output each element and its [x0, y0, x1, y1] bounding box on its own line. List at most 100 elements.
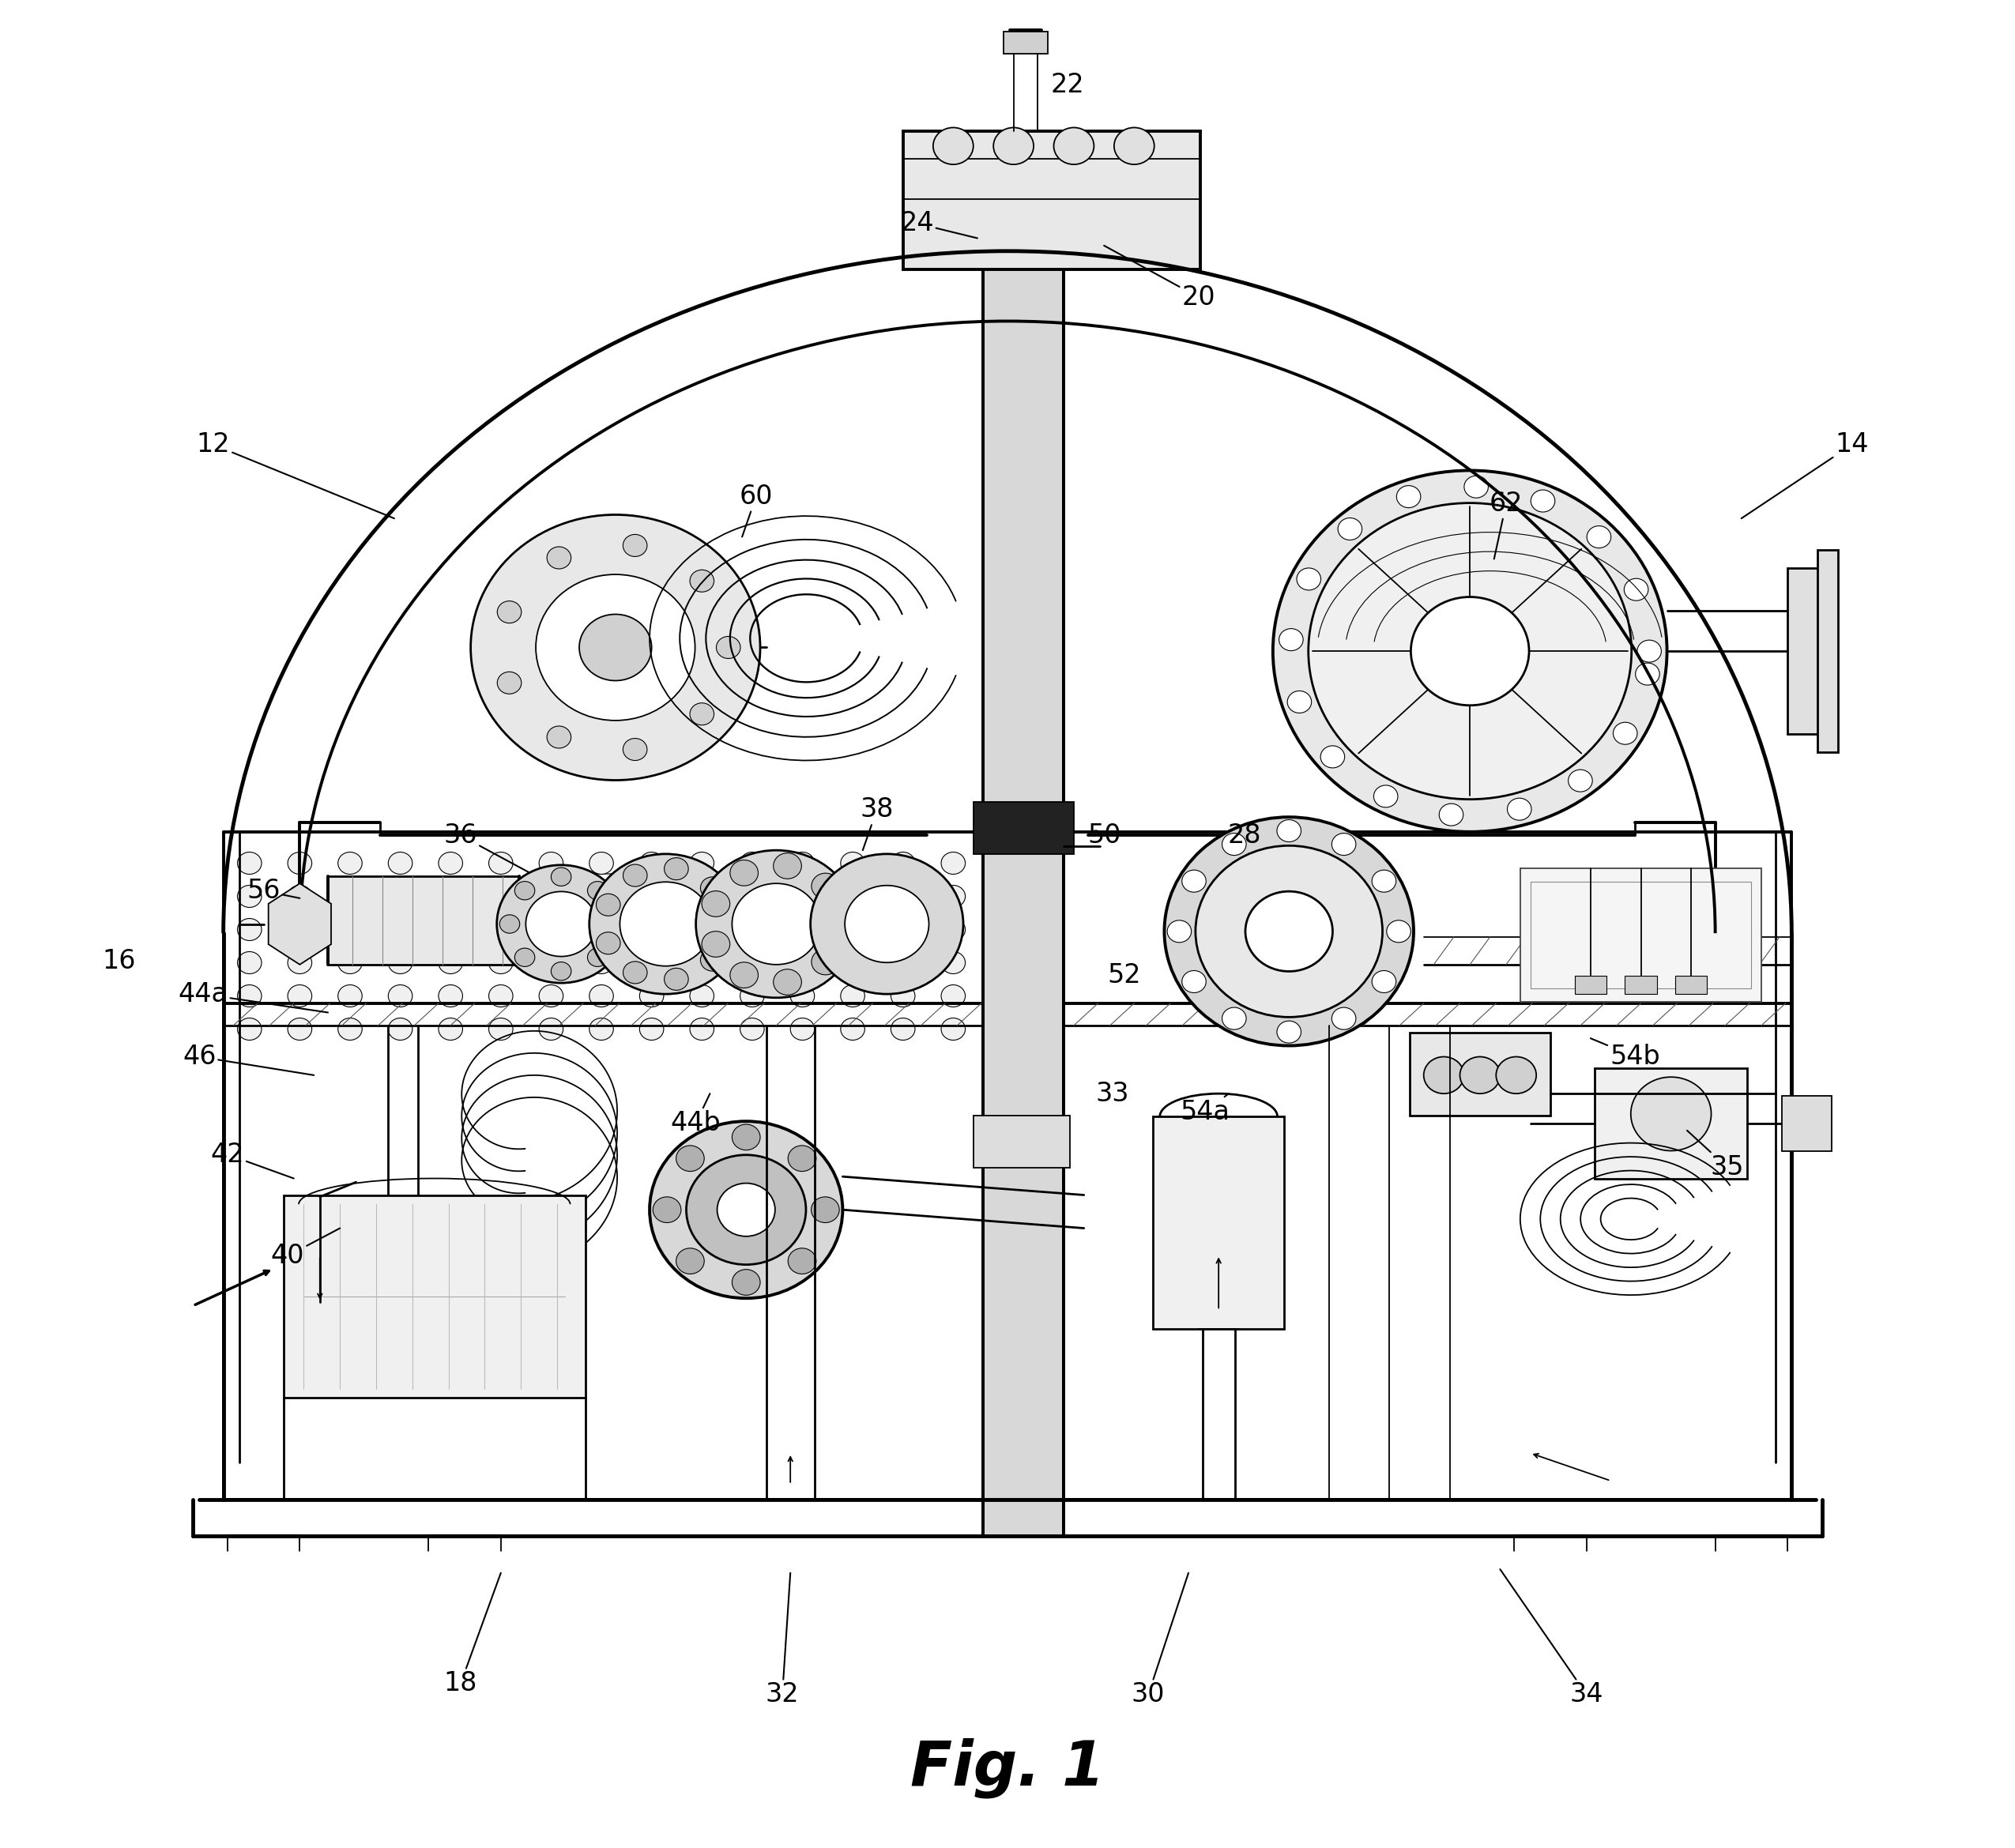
Circle shape [689, 569, 713, 591]
Circle shape [840, 1018, 864, 1040]
Circle shape [1298, 567, 1322, 590]
Circle shape [812, 950, 840, 976]
Circle shape [1531, 490, 1556, 512]
Circle shape [540, 918, 562, 941]
Circle shape [826, 911, 854, 937]
Circle shape [1114, 128, 1155, 164]
Circle shape [740, 1018, 764, 1040]
Circle shape [1374, 785, 1398, 808]
Circle shape [588, 985, 613, 1007]
Circle shape [639, 885, 663, 907]
Circle shape [840, 952, 864, 974]
Circle shape [1167, 920, 1191, 942]
Circle shape [623, 534, 647, 556]
Circle shape [941, 885, 965, 907]
Circle shape [941, 985, 965, 1007]
Bar [973, 1116, 1070, 1168]
Bar [903, 131, 1201, 270]
Circle shape [790, 885, 814, 907]
Circle shape [1273, 471, 1666, 832]
Circle shape [389, 852, 413, 874]
Circle shape [701, 878, 725, 898]
Circle shape [740, 952, 764, 974]
Circle shape [588, 918, 613, 941]
Circle shape [596, 931, 621, 954]
Circle shape [639, 852, 663, 874]
Circle shape [1320, 747, 1344, 769]
Circle shape [588, 948, 609, 967]
Circle shape [588, 852, 613, 874]
Circle shape [526, 891, 596, 957]
Circle shape [731, 1270, 760, 1295]
Circle shape [1280, 628, 1304, 650]
Circle shape [1332, 1007, 1356, 1029]
Circle shape [389, 918, 413, 941]
Circle shape [1221, 833, 1245, 856]
Circle shape [812, 872, 840, 898]
Text: 24: 24 [901, 211, 977, 238]
Circle shape [490, 985, 514, 1007]
Circle shape [1372, 970, 1396, 992]
Circle shape [1439, 804, 1463, 826]
Circle shape [941, 1018, 965, 1040]
Circle shape [740, 985, 764, 1007]
Circle shape [498, 601, 522, 623]
Circle shape [701, 950, 725, 970]
Circle shape [774, 854, 802, 880]
Bar [1787, 567, 1824, 734]
Bar [1153, 1116, 1284, 1329]
Circle shape [596, 894, 621, 917]
Circle shape [1308, 503, 1632, 800]
Circle shape [1624, 578, 1648, 601]
Circle shape [546, 547, 570, 569]
Circle shape [1165, 817, 1415, 1046]
Circle shape [623, 961, 647, 983]
Text: 32: 32 [766, 1573, 800, 1708]
Bar [1674, 976, 1707, 994]
Circle shape [891, 952, 915, 974]
Circle shape [490, 952, 514, 974]
Circle shape [933, 128, 973, 164]
Circle shape [621, 881, 711, 967]
Circle shape [729, 859, 758, 885]
Circle shape [689, 985, 713, 1007]
Circle shape [288, 885, 312, 907]
Bar [983, 257, 1064, 1536]
Text: 35: 35 [1687, 1131, 1745, 1181]
Circle shape [891, 918, 915, 941]
Circle shape [653, 1198, 681, 1223]
Text: 14: 14 [1741, 432, 1868, 519]
Circle shape [810, 854, 963, 994]
Bar [1519, 869, 1761, 1002]
Circle shape [439, 1018, 463, 1040]
Circle shape [840, 918, 864, 941]
Circle shape [490, 1018, 514, 1040]
Text: 62: 62 [1489, 490, 1523, 558]
Circle shape [339, 852, 363, 874]
Circle shape [1054, 128, 1094, 164]
Circle shape [238, 885, 262, 907]
Circle shape [891, 852, 915, 874]
Circle shape [1396, 486, 1421, 508]
Bar [542, 874, 913, 970]
Bar [1003, 31, 1048, 54]
Circle shape [639, 985, 663, 1007]
Circle shape [790, 985, 814, 1007]
Circle shape [1568, 769, 1592, 791]
Circle shape [689, 1018, 713, 1040]
Circle shape [238, 952, 262, 974]
Circle shape [1338, 517, 1362, 540]
Circle shape [740, 918, 764, 941]
Circle shape [389, 985, 413, 1007]
Circle shape [639, 918, 663, 941]
Circle shape [389, 1018, 413, 1040]
Circle shape [689, 702, 713, 724]
Circle shape [740, 852, 764, 874]
Circle shape [550, 867, 570, 885]
Circle shape [1195, 846, 1382, 1016]
Circle shape [1588, 527, 1610, 549]
Circle shape [1614, 723, 1638, 745]
Circle shape [238, 985, 262, 1007]
Circle shape [1245, 891, 1332, 972]
Circle shape [490, 852, 514, 874]
